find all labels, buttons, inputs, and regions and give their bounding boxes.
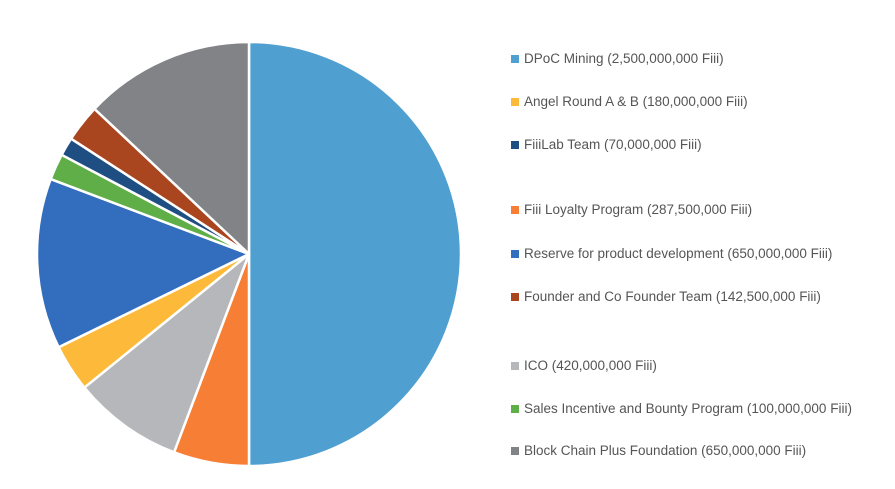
legend-item: Sales Incentive and Bounty Program (100,…: [511, 401, 852, 416]
legend-item: Reserve for product development (650,000…: [511, 246, 832, 261]
legend-swatch: [511, 140, 519, 149]
chart-legend: DPoC Mining (2,500,000,000 Fiii) Angel Ro…: [511, 0, 895, 489]
pie-chart: [35, 40, 463, 468]
legend-item: ICO (420,000,000 Fiii): [511, 358, 657, 373]
pie-slice-8: [93, 40, 251, 256]
legend-label: ICO (420,000,000 Fiii): [524, 358, 657, 373]
legend-swatch: [511, 361, 519, 370]
pie-slice-4: [35, 177, 251, 349]
pie-slice-0: [247, 40, 463, 468]
legend-item: Angel Round A & B (180,000,000 Fiii): [511, 94, 748, 109]
legend-swatch: [511, 97, 519, 106]
legend-label: Reserve for product development (650,000…: [524, 246, 833, 261]
legend-swatch: [511, 249, 519, 258]
legend-swatch: [511, 205, 519, 214]
legend-label: Fiii Loyalty Program (287,500,000 Fiii): [524, 202, 753, 217]
legend-item: Founder and Co Founder Team (142,500,000…: [511, 289, 821, 304]
legend-label: Founder and Co Founder Team (142,500,000…: [524, 289, 821, 304]
legend-label: Block Chain Plus Foundation (650,000,000…: [524, 443, 807, 458]
legend-item: FiiiLab Team (70,000,000 Fiii): [511, 137, 702, 152]
legend-item: Block Chain Plus Foundation (650,000,000…: [511, 443, 806, 458]
legend-item: DPoC Mining (2,500,000,000 Fiii): [511, 51, 724, 66]
legend-swatch: [511, 292, 519, 301]
legend-label: Sales Incentive and Bounty Program (100,…: [524, 401, 852, 416]
legend-swatch: [511, 404, 519, 413]
legend-swatch: [511, 446, 519, 455]
legend-item: Fiii Loyalty Program (287,500,000 Fiii): [511, 202, 752, 217]
legend-label: DPoC Mining (2,500,000,000 Fiii): [524, 51, 724, 66]
pie-slice-2: [83, 252, 251, 454]
legend-swatch: [511, 54, 519, 63]
legend-label: Angel Round A & B (180,000,000 Fiii): [524, 94, 748, 109]
legend-label: FiiiLab Team (70,000,000 Fiii): [524, 137, 702, 152]
